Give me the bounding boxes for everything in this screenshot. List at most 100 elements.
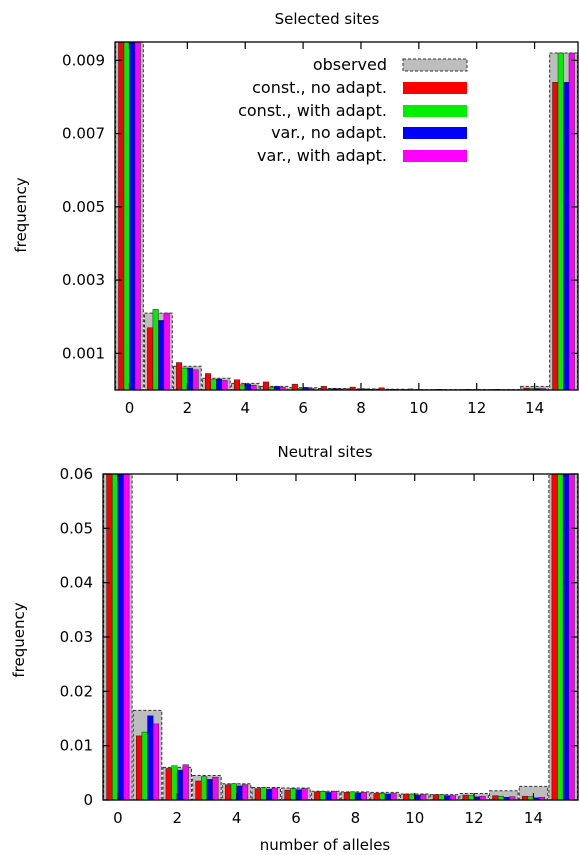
bottom-bar-var-no-adapt-0 <box>117 474 124 800</box>
bottom-y-axis-label: frequency <box>10 602 28 677</box>
bottom-y-tick-label-0: 0 <box>83 791 93 809</box>
top-bar-const-with-adapt-2 <box>181 367 188 390</box>
top-bar-var-no-adapt-1 <box>158 320 165 390</box>
legend: observed const., no adapt. const., with ad… <box>238 55 468 165</box>
bottom-bar-const-with-adapt-12 <box>468 795 475 800</box>
bottom-bar-const-no-adapt-6 <box>284 789 291 800</box>
top-plot-frame <box>114 41 579 391</box>
bottom-bar-const-no-adapt-2 <box>165 768 172 800</box>
bottom-bar-var-with-adapt-6 <box>301 788 308 800</box>
bottom-y-tick-label-0.01: 0.01 <box>60 737 93 755</box>
top-bar-var-no-adapt-0 <box>129 42 136 390</box>
top-bar-const-no-adapt-3 <box>205 373 212 390</box>
top-x-tick-label-0: 0 <box>125 399 135 417</box>
top-x-tick-label-14: 14 <box>525 399 544 417</box>
bottom-bar-const-no-adapt-8 <box>343 792 350 800</box>
bottom-bar-const-with-adapt-0 <box>111 474 119 800</box>
top-x-tick-label-10: 10 <box>409 399 428 417</box>
bottom-bar-var-no-adapt-8 <box>355 792 362 800</box>
top-bar-var-with-adapt-15 <box>568 52 575 390</box>
top-bar-var-with-adapt-0 <box>134 42 141 390</box>
bottom-bar-var-with-adapt-1 <box>152 723 160 800</box>
bottom-bar-var-no-adapt-11 <box>444 795 451 800</box>
top-bar-var-with-adapt-4 <box>250 384 257 390</box>
top-x-tick-label-4: 4 <box>240 399 250 417</box>
bottom-y-tick-label-0.03: 0.03 <box>60 628 93 646</box>
top-bar-const-no-adapt-1 <box>147 327 154 390</box>
bottom-x-tick-label-6: 6 <box>291 809 301 827</box>
top-bar-var-with-adapt-5 <box>279 387 286 390</box>
legend-swatch-observed <box>402 58 468 72</box>
bottom-bar-var-with-adapt-8 <box>360 792 367 800</box>
top-bar-var-with-adapt-3 <box>221 380 228 390</box>
bottom-bar-const-no-adapt-13 <box>492 795 499 800</box>
bottom-bar-const-with-adapt-10 <box>408 793 415 800</box>
top-bar-var-no-adapt-4 <box>244 383 251 390</box>
top-y-axis-label: frequency <box>12 177 30 252</box>
bottom-bar-const-with-adapt-11 <box>438 794 445 800</box>
bottom-bar-const-with-adapt-6 <box>290 788 297 800</box>
top-x-tick-label-12: 12 <box>467 399 486 417</box>
top-chart-plot: 0 2 4 6 8 10 12 14 0.001 0.003 0.005 0.007 0.009 <box>62 41 579 417</box>
bottom-bar-var-with-adapt-4 <box>241 784 249 800</box>
bottom-bar-const-with-adapt-3 <box>201 776 208 800</box>
bottom-bar-var-no-adapt-5 <box>266 788 273 800</box>
legend-label-observed: observed <box>313 55 387 74</box>
top-bar-const-with-adapt-1 <box>152 309 159 390</box>
bottom-y-tick-label-0.04: 0.04 <box>60 574 93 592</box>
bottom-bar-const-with-adapt-5 <box>260 787 267 800</box>
bottom-bar-const-with-adapt-1 <box>141 731 148 800</box>
top-bar-var-no-adapt-2 <box>187 367 194 390</box>
top-x-tick-label-8: 8 <box>356 399 366 417</box>
bottom-x-tick-label-14: 14 <box>524 809 543 827</box>
top-bar-const-no-adapt-8 <box>349 386 356 390</box>
top-bar-var-no-adapt-15 <box>563 82 570 390</box>
bottom-x-tick-label-4: 4 <box>232 809 242 827</box>
bottom-bar-const-no-adapt-10 <box>403 793 410 800</box>
legend-label-var-with-adapt: var., with adapt. <box>257 146 387 165</box>
top-bar-const-no-adapt-15 <box>552 82 559 390</box>
bottom-bar-var-no-adapt-4 <box>236 785 243 800</box>
legend-label-const-with-adapt: const., with adapt. <box>238 101 387 120</box>
bottom-bar-var-with-adapt-0 <box>123 474 130 800</box>
top-bar-const-no-adapt-4 <box>233 379 240 390</box>
bottom-bar-var-no-adapt-7 <box>325 792 332 800</box>
bottom-bar-const-no-adapt-12 <box>462 794 469 800</box>
top-bar-var-with-adapt-2 <box>192 369 199 390</box>
bottom-bar-const-no-adapt-1 <box>136 735 143 800</box>
bottom-bar-var-with-adapt-7 <box>331 791 338 800</box>
top-bar-const-with-adapt-4 <box>239 384 246 390</box>
top-y-tick-label-0.001: 0.001 <box>62 344 105 362</box>
legend-swatch-var-no-adapt <box>403 127 467 139</box>
bottom-x-tick-label-2: 2 <box>172 809 182 827</box>
bottom-x-axis-label: number of alleles <box>260 836 391 854</box>
bottom-bar-var-no-adapt-6 <box>295 789 302 800</box>
top-y-tick-label-0.005: 0.005 <box>62 198 105 216</box>
bottom-x-tick-label-0: 0 <box>113 809 123 827</box>
bottom-y-tick-label-0.06: 0.06 <box>60 465 93 483</box>
bottom-x-tick-label-12: 12 <box>465 809 484 827</box>
bottom-bar-var-no-adapt-3 <box>206 779 213 800</box>
bottom-chart-title: Neutral sites <box>277 443 372 461</box>
top-y-tick-label-0.003: 0.003 <box>62 271 105 289</box>
bottom-bar-var-with-adapt-5 <box>271 787 278 800</box>
bottom-bar-const-no-adapt-7 <box>314 791 321 800</box>
bottom-bar-const-no-adapt-3 <box>195 780 202 800</box>
bottom-bar-const-with-adapt-8 <box>349 791 356 800</box>
bottom-bar-var-no-adapt-9 <box>384 793 391 800</box>
bottom-bar-const-no-adapt-4 <box>225 784 232 800</box>
bottom-bar-const-no-adapt-9 <box>373 793 380 800</box>
top-bar-const-no-adapt-6 <box>291 383 298 390</box>
bottom-bar-var-with-adapt-2 <box>182 764 189 800</box>
bottom-bar-var-no-adapt-15 <box>562 474 570 800</box>
bottom-bar-const-with-adapt-4 <box>230 783 237 800</box>
top-y-tick-label-0.009: 0.009 <box>62 51 105 69</box>
top-bar-const-with-adapt-3 <box>210 379 217 390</box>
bottom-bar-var-with-adapt-3 <box>212 776 219 800</box>
bottom-bar-const-with-adapt-7 <box>319 791 326 800</box>
top-bar-const-no-adapt-0 <box>118 42 125 390</box>
top-bar-const-no-adapt-5 <box>262 381 269 390</box>
bottom-bar-var-no-adapt-2 <box>176 769 184 800</box>
bottom-bar-const-with-adapt-9 <box>379 793 386 800</box>
top-bar-var-no-adapt-3 <box>216 378 223 390</box>
